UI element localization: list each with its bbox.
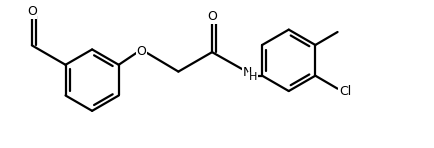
Text: N: N — [243, 66, 253, 79]
Text: O: O — [207, 10, 217, 23]
Text: H: H — [249, 72, 257, 82]
Text: Cl: Cl — [339, 85, 352, 98]
Text: O: O — [27, 5, 37, 18]
Text: O: O — [137, 45, 147, 58]
